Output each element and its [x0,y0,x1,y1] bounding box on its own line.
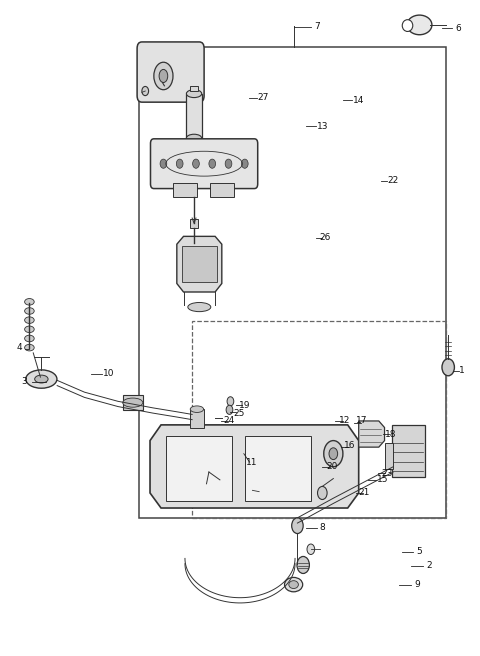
Bar [384,443,393,469]
Bar [192,321,446,518]
Polygon shape [359,421,384,447]
Text: 12: 12 [339,417,350,426]
Circle shape [307,544,315,554]
Text: 17: 17 [356,417,368,426]
Text: 3: 3 [22,377,27,386]
Circle shape [176,159,183,169]
Text: 11: 11 [246,458,258,466]
Text: 7: 7 [315,22,321,31]
Ellipse shape [24,298,34,305]
Bar [123,396,143,410]
Text: 18: 18 [385,430,396,439]
Polygon shape [225,480,249,490]
Circle shape [225,159,232,169]
Circle shape [297,556,310,573]
Text: 16: 16 [344,441,356,450]
Bar [140,47,446,518]
Text: 19: 19 [239,401,251,410]
Ellipse shape [159,70,168,83]
Ellipse shape [402,20,413,31]
Ellipse shape [186,134,202,142]
Ellipse shape [154,62,173,90]
Ellipse shape [407,15,432,35]
Text: 23: 23 [382,469,393,478]
Text: 1: 1 [459,366,465,375]
Circle shape [142,87,149,96]
Polygon shape [181,246,217,282]
Polygon shape [150,425,359,508]
Ellipse shape [186,90,202,98]
FancyBboxPatch shape [137,42,204,102]
Polygon shape [177,236,222,292]
Circle shape [442,359,455,376]
Text: 21: 21 [359,489,370,497]
Circle shape [324,441,343,467]
Circle shape [318,486,327,499]
Ellipse shape [289,581,299,588]
Ellipse shape [24,317,34,323]
Circle shape [241,159,248,169]
Bar [173,182,197,197]
Bar [210,182,234,197]
Circle shape [247,486,252,494]
Text: 14: 14 [353,96,364,105]
Text: 10: 10 [103,369,114,379]
Circle shape [192,159,199,169]
Ellipse shape [188,302,211,312]
Text: 6: 6 [455,24,461,33]
Bar [166,436,232,501]
Ellipse shape [26,370,57,388]
Ellipse shape [24,335,34,342]
Text: 20: 20 [326,462,337,471]
Bar [190,219,198,228]
Text: 5: 5 [417,547,422,556]
Bar [190,86,198,91]
Text: 8: 8 [320,523,325,532]
Bar [392,425,425,478]
Ellipse shape [123,398,143,407]
Circle shape [209,159,216,169]
Ellipse shape [285,577,303,592]
Ellipse shape [24,308,34,314]
Text: 15: 15 [377,476,388,484]
Text: 13: 13 [317,122,328,131]
Bar [186,94,202,138]
Text: 25: 25 [233,409,245,418]
Bar [245,436,311,501]
Text: 24: 24 [224,417,235,426]
Circle shape [227,397,234,406]
Circle shape [215,486,225,499]
Text: 9: 9 [414,580,420,589]
Ellipse shape [24,344,34,351]
Text: 2: 2 [426,561,432,570]
Ellipse shape [24,326,34,333]
FancyBboxPatch shape [151,139,258,188]
Text: 26: 26 [320,233,331,242]
Circle shape [226,405,233,415]
Circle shape [292,518,303,533]
Circle shape [329,448,337,460]
Text: 22: 22 [387,176,399,185]
Ellipse shape [35,375,48,383]
Text: 27: 27 [257,93,269,102]
Bar [190,409,204,428]
Text: 4: 4 [16,343,22,352]
Circle shape [160,159,167,169]
Ellipse shape [190,406,204,413]
